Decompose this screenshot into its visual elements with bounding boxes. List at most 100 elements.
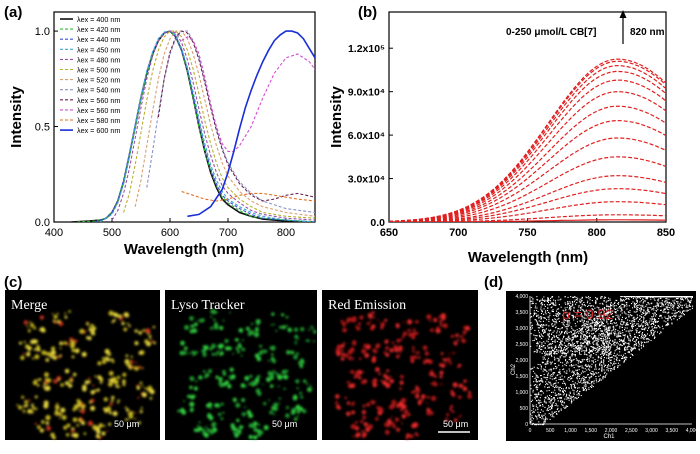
coloc-point — [590, 319, 592, 321]
coloc-point — [638, 341, 640, 343]
coloc-xtick-label: 500 — [546, 428, 555, 434]
coloc-point — [586, 337, 588, 339]
cell-fluorescence-dot — [392, 424, 396, 429]
coloc-point — [547, 372, 549, 374]
cell-fluorescence-dot — [151, 340, 155, 344]
coloc-point — [676, 319, 678, 321]
coloc-point — [566, 315, 568, 317]
cell-fluorescence-dot — [203, 370, 206, 373]
coloc-point — [591, 325, 593, 327]
cell-fluorescence-dot — [312, 328, 315, 331]
coloc-point — [633, 345, 635, 347]
coloc-point — [542, 346, 544, 348]
coloc-point — [600, 357, 602, 359]
coloc-point — [637, 307, 639, 309]
coloc-point — [551, 296, 553, 298]
coloc-point — [588, 340, 590, 342]
coloc-point — [556, 350, 558, 352]
coloc-point — [607, 334, 609, 336]
coloc-point — [615, 359, 617, 361]
coloc-point — [603, 352, 605, 354]
coloc-point — [626, 347, 628, 349]
cell-fluorescence-dot — [87, 380, 91, 384]
coloc-point — [668, 298, 670, 300]
coloc-point — [551, 349, 553, 351]
coloc-point — [552, 391, 554, 393]
coloc-point — [573, 359, 575, 361]
coloc-point — [604, 296, 606, 298]
chart-a-legend-label: λex = 520 nm — [77, 76, 120, 85]
coloc-point — [573, 329, 575, 331]
coloc-point — [624, 327, 626, 329]
cell-fluorescence-dot — [384, 318, 388, 322]
coloc-point — [560, 350, 562, 352]
coloc-point — [604, 345, 606, 347]
cell-fluorescence-dot — [190, 409, 193, 413]
coloc-point — [587, 331, 589, 333]
coloc-point — [558, 410, 560, 412]
coloc-point — [564, 376, 566, 378]
chart-b-series-line — [389, 58, 666, 222]
coloc-point — [532, 389, 534, 391]
coloc-point — [602, 315, 604, 317]
coloc-point — [618, 318, 620, 320]
coloc-point — [611, 330, 613, 332]
coloc-point — [579, 361, 581, 363]
coloc-point — [545, 313, 547, 315]
cell-fluorescence-dot — [430, 369, 434, 373]
cell-fluorescence-dot — [355, 421, 358, 424]
coloc-point — [572, 370, 574, 372]
cell-fluorescence-dot — [465, 325, 471, 331]
coloc-point — [583, 389, 585, 391]
coloc-point — [585, 364, 587, 366]
coloc-point — [608, 308, 610, 310]
coloc-point — [591, 373, 593, 375]
coloc-point — [617, 348, 619, 350]
coloc-point — [602, 346, 604, 348]
coloc-point — [549, 299, 551, 301]
cell-fluorescence-dot — [21, 395, 25, 399]
coloc-point — [614, 334, 616, 336]
coloc-point — [532, 405, 534, 407]
cell-fluorescence-dot — [188, 352, 191, 355]
coloc-point — [558, 394, 560, 396]
coloc-point — [565, 349, 567, 351]
coloc-point — [559, 389, 561, 391]
coloc-point — [560, 402, 562, 404]
coloc-point — [567, 340, 569, 342]
coloc-point — [575, 369, 577, 371]
coloc-point — [544, 305, 546, 307]
cell-fluorescence-dot — [94, 428, 97, 431]
coloc-point — [570, 326, 572, 328]
coloc-point — [537, 343, 539, 345]
coloc-point — [595, 378, 597, 380]
coloc-point — [552, 310, 554, 312]
coloc-point — [558, 346, 560, 348]
chart-a-series — [71, 30, 315, 222]
coloc-point — [584, 325, 586, 327]
cell-fluorescence-dot — [240, 383, 246, 388]
cell-fluorescence-dot — [341, 352, 345, 357]
coloc-point — [568, 356, 570, 358]
coloc-point — [576, 377, 578, 379]
coloc-point — [569, 376, 571, 378]
cell-fluorescence-dot — [207, 402, 213, 408]
coloc-point — [623, 334, 625, 336]
coloc-point — [657, 320, 659, 322]
coloc-point — [594, 307, 596, 309]
coloc-point — [585, 353, 587, 355]
coloc-point — [603, 375, 605, 377]
coloc-point — [609, 307, 611, 309]
cell-fluorescence-dot — [375, 417, 379, 421]
coloc-point — [661, 296, 663, 298]
coloc-point — [563, 393, 565, 395]
coloc-point — [539, 416, 541, 418]
coloc-point — [633, 305, 635, 307]
coloc-point — [601, 366, 603, 368]
cell-fluorescence-dot — [86, 322, 90, 326]
coloc-point — [562, 323, 564, 325]
coloc-point — [624, 353, 626, 355]
coloc-point — [634, 321, 636, 323]
coloc-point — [547, 345, 549, 347]
